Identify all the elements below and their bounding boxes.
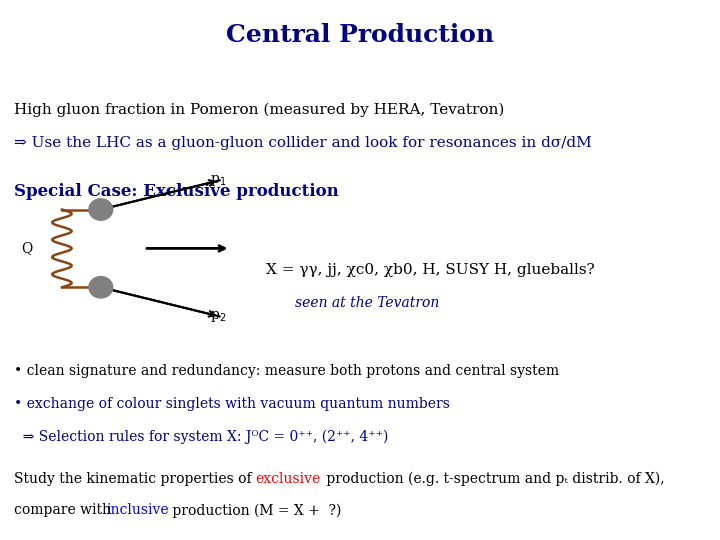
Text: production (M = X +  ?): production (M = X + ?): [168, 503, 342, 518]
Circle shape: [89, 276, 113, 298]
Text: ⇒ Selection rules for system X: JᴼC = 0⁺⁺, (2⁺⁺, 4⁺⁺): ⇒ Selection rules for system X: JᴼC = 0⁺…: [14, 430, 389, 444]
Circle shape: [89, 199, 113, 220]
Text: Mario Delle  –        18: Mario Delle – 18: [542, 518, 675, 532]
Text: • clean signature and redundancy: measure both protons and central system: • clean signature and redundancy: measur…: [14, 364, 559, 378]
Text: compare with: compare with: [14, 503, 116, 517]
Text: Central Production: Central Production: [226, 23, 494, 47]
Text: seen at the Tevatron: seen at the Tevatron: [295, 296, 439, 310]
Text: Study the kinematic properties of: Study the kinematic properties of: [14, 472, 256, 486]
Text: High gluon fraction in Pomeron (measured by HERA, Tevatron): High gluon fraction in Pomeron (measured…: [14, 103, 505, 118]
Text: p$_2$: p$_2$: [210, 309, 226, 324]
Text: • exchange of colour singlets with vacuum quantum numbers: • exchange of colour singlets with vacuu…: [14, 397, 450, 411]
Text: exclusive: exclusive: [256, 472, 321, 486]
Text: Special Case: Exclusive production: Special Case: Exclusive production: [14, 183, 339, 200]
Text: ⇒ Use the LHC as a gluon-gluon collider and look for resonances in dσ/dM: ⇒ Use the LHC as a gluon-gluon collider …: [14, 136, 592, 150]
Text: Q: Q: [21, 241, 32, 255]
Text: X = γγ, jj, χc0, χb0, H, SUSY H, glueballs?: X = γγ, jj, χc0, χb0, H, SUSY H, gluebal…: [266, 263, 595, 277]
Text: inclusive: inclusive: [107, 503, 169, 517]
Text: production (e.g. t-spectrum and pₜ distrib. of X),: production (e.g. t-spectrum and pₜ distr…: [322, 472, 665, 486]
Text: p$_1$: p$_1$: [210, 173, 226, 188]
